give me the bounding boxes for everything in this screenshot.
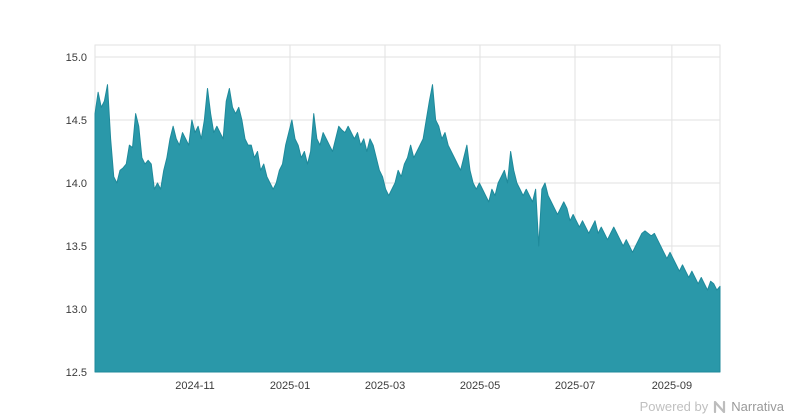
x-tick-label: 2025-07 xyxy=(555,380,595,392)
y-tick-label: 14.0 xyxy=(66,178,87,190)
y-tick-label: 12.5 xyxy=(66,367,87,379)
area-series xyxy=(94,84,721,373)
footer: Powered by Narrativa xyxy=(640,399,784,414)
brand-name: Narrativa xyxy=(731,399,784,414)
y-tick-label: 13.5 xyxy=(66,241,87,253)
y-tick-label: 14.5 xyxy=(66,115,87,127)
x-tick-label: 2025-01 xyxy=(270,380,310,392)
x-tick-label: 2025-05 xyxy=(460,380,500,392)
y-tick-label: 15.0 xyxy=(66,52,87,64)
x-tick-label: 2025-03 xyxy=(365,380,405,392)
x-tick-label: 2025-09 xyxy=(652,380,692,392)
x-tick-label: 2024-11 xyxy=(175,380,215,392)
narrativa-logo-icon xyxy=(713,400,726,413)
y-tick-label: 13.0 xyxy=(66,304,87,316)
powered-by-text: Powered by xyxy=(639,399,709,414)
